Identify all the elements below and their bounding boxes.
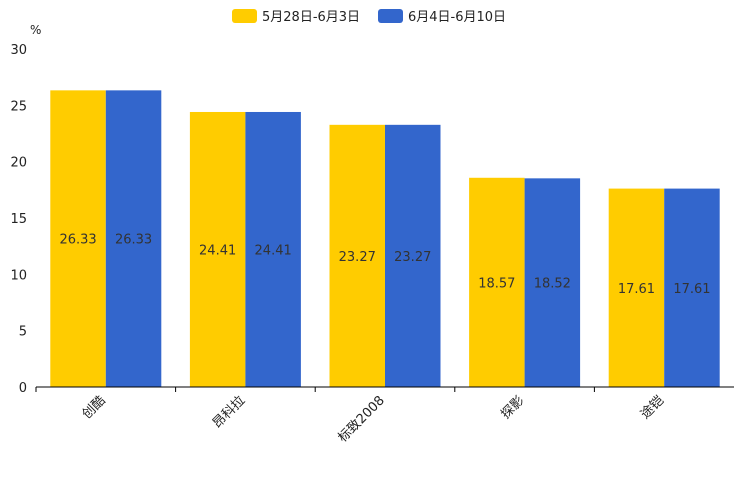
legend-swatch-1[interactable] (378, 9, 403, 23)
bar[interactable] (189, 111, 246, 388)
y-tick-label: 10 (10, 268, 27, 283)
data-label: 23.27 (339, 250, 376, 265)
legend-label-1[interactable]: 6月4日-6月10日 (408, 10, 506, 25)
legend: 5月28日-6月3日 6月4日-6月10日 (232, 9, 506, 25)
data-label: 24.41 (199, 243, 236, 258)
legend-label-0[interactable]: 5月28日-6月3日 (262, 10, 360, 25)
bar[interactable] (385, 124, 441, 387)
bar[interactable] (524, 178, 581, 387)
x-tick-label: 途铠 (637, 393, 667, 423)
bar[interactable] (469, 177, 525, 387)
bar[interactable] (245, 111, 301, 388)
y-tick-label: 5 (19, 325, 27, 340)
y-axis: 0 5 10 15 20 25 30 (10, 43, 27, 396)
data-label: 26.33 (59, 233, 96, 248)
bar[interactable] (329, 124, 386, 387)
bar[interactable] (608, 188, 665, 387)
y-tick-label: 25 (10, 99, 27, 114)
x-tick-label: 标致2008 (335, 393, 387, 445)
bar[interactable] (50, 90, 106, 387)
data-label: 17.61 (618, 282, 655, 297)
bars: 26.33 26.33 24.41 24.41 23.27 23.27 18.57 18.52… (50, 90, 720, 388)
data-label: 23.27 (394, 250, 431, 265)
y-tick-label: 30 (10, 43, 27, 58)
bar[interactable] (664, 188, 720, 387)
data-label: 18.52 (534, 277, 571, 292)
data-label: 17.61 (673, 282, 710, 297)
data-label: 24.41 (255, 243, 292, 258)
y-tick-label: 20 (10, 156, 27, 171)
data-label: 26.33 (115, 233, 152, 248)
data-label: 18.57 (478, 276, 515, 291)
y-axis-unit: % (30, 23, 41, 37)
x-axis: 创酷 昂科拉 标致2008 探影 途铠 (35, 386, 734, 446)
x-tick-label: 创酷 (80, 393, 109, 422)
y-tick-label: 0 (19, 381, 27, 396)
x-tick-label: 探影 (498, 393, 527, 422)
y-tick-label: 15 (10, 212, 27, 227)
x-tick-label: 昂科拉 (210, 393, 248, 431)
bar[interactable] (105, 90, 162, 387)
legend-swatch-0[interactable] (232, 9, 257, 23)
